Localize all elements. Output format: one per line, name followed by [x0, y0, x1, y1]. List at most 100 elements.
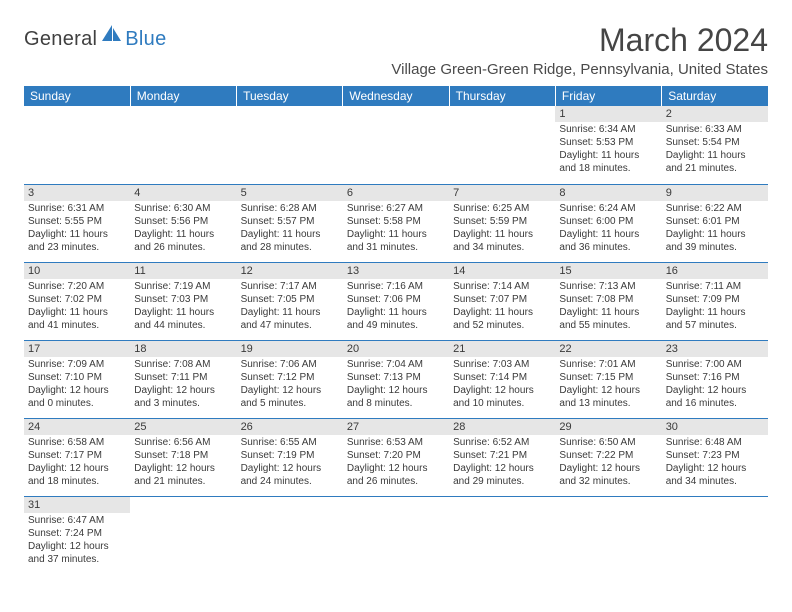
day-details: Sunrise: 7:11 AMSunset: 7:09 PMDaylight:… [662, 279, 768, 334]
calendar-day-cell: 2Sunrise: 6:33 AMSunset: 5:54 PMDaylight… [662, 106, 768, 184]
day-details: Sunrise: 6:30 AMSunset: 5:56 PMDaylight:… [130, 201, 236, 256]
day-details: Sunrise: 6:48 AMSunset: 7:23 PMDaylight:… [662, 435, 768, 490]
day-number: 21 [449, 341, 555, 357]
calendar-day-cell: 4Sunrise: 6:30 AMSunset: 5:56 PMDaylight… [130, 184, 236, 262]
calendar-day-cell: 7Sunrise: 6:25 AMSunset: 5:59 PMDaylight… [449, 184, 555, 262]
day-details: Sunrise: 6:22 AMSunset: 6:01 PMDaylight:… [662, 201, 768, 256]
day-number: 20 [343, 341, 449, 357]
day-number: 7 [449, 185, 555, 201]
day-number: 5 [237, 185, 343, 201]
day-details: Sunrise: 7:20 AMSunset: 7:02 PMDaylight:… [24, 279, 130, 334]
calendar-day-cell: 31Sunrise: 6:47 AMSunset: 7:24 PMDayligh… [24, 496, 130, 574]
day-number: 1 [555, 106, 661, 122]
day-number: 18 [130, 341, 236, 357]
day-details: Sunrise: 6:58 AMSunset: 7:17 PMDaylight:… [24, 435, 130, 490]
calendar-day-cell: 3Sunrise: 6:31 AMSunset: 5:55 PMDaylight… [24, 184, 130, 262]
calendar-week-row: 24Sunrise: 6:58 AMSunset: 7:17 PMDayligh… [24, 418, 768, 496]
sail-icon [101, 24, 123, 47]
day-details: Sunrise: 7:16 AMSunset: 7:06 PMDaylight:… [343, 279, 449, 334]
day-number: 3 [24, 185, 130, 201]
calendar-day-cell: 27Sunrise: 6:53 AMSunset: 7:20 PMDayligh… [343, 418, 449, 496]
day-details: Sunrise: 7:00 AMSunset: 7:16 PMDaylight:… [662, 357, 768, 412]
day-details: Sunrise: 6:53 AMSunset: 7:20 PMDaylight:… [343, 435, 449, 490]
day-number: 8 [555, 185, 661, 201]
calendar-week-row: 3Sunrise: 6:31 AMSunset: 5:55 PMDaylight… [24, 184, 768, 262]
day-details: Sunrise: 6:52 AMSunset: 7:21 PMDaylight:… [449, 435, 555, 490]
calendar-day-cell [555, 496, 661, 574]
day-number: 31 [24, 497, 130, 513]
title-block: March 2024 Village Green-Green Ridge, Pe… [391, 22, 768, 84]
day-number: 22 [555, 341, 661, 357]
calendar-day-cell: 18Sunrise: 7:08 AMSunset: 7:11 PMDayligh… [130, 340, 236, 418]
day-details: Sunrise: 6:27 AMSunset: 5:58 PMDaylight:… [343, 201, 449, 256]
calendar-day-cell: 26Sunrise: 6:55 AMSunset: 7:19 PMDayligh… [237, 418, 343, 496]
day-number: 28 [449, 419, 555, 435]
calendar-day-cell: 19Sunrise: 7:06 AMSunset: 7:12 PMDayligh… [237, 340, 343, 418]
calendar-week-row: 10Sunrise: 7:20 AMSunset: 7:02 PMDayligh… [24, 262, 768, 340]
calendar-day-cell: 21Sunrise: 7:03 AMSunset: 7:14 PMDayligh… [449, 340, 555, 418]
day-number: 9 [662, 185, 768, 201]
day-details: Sunrise: 6:50 AMSunset: 7:22 PMDaylight:… [555, 435, 661, 490]
calendar-day-cell: 8Sunrise: 6:24 AMSunset: 6:00 PMDaylight… [555, 184, 661, 262]
day-details: Sunrise: 7:19 AMSunset: 7:03 PMDaylight:… [130, 279, 236, 334]
day-number: 19 [237, 341, 343, 357]
weekday-header: Friday [555, 86, 661, 106]
page-title: March 2024 [391, 22, 768, 59]
day-number: 4 [130, 185, 236, 201]
day-number: 6 [343, 185, 449, 201]
calendar-day-cell: 30Sunrise: 6:48 AMSunset: 7:23 PMDayligh… [662, 418, 768, 496]
calendar-day-cell: 28Sunrise: 6:52 AMSunset: 7:21 PMDayligh… [449, 418, 555, 496]
calendar-day-cell: 29Sunrise: 6:50 AMSunset: 7:22 PMDayligh… [555, 418, 661, 496]
weekday-header: Thursday [449, 86, 555, 106]
calendar-day-cell [237, 106, 343, 184]
calendar-day-cell: 17Sunrise: 7:09 AMSunset: 7:10 PMDayligh… [24, 340, 130, 418]
day-number: 2 [662, 106, 768, 122]
logo-word-general: General [24, 28, 97, 51]
day-details: Sunrise: 6:25 AMSunset: 5:59 PMDaylight:… [449, 201, 555, 256]
calendar-day-cell: 1Sunrise: 6:34 AMSunset: 5:53 PMDaylight… [555, 106, 661, 184]
calendar-day-cell: 25Sunrise: 6:56 AMSunset: 7:18 PMDayligh… [130, 418, 236, 496]
day-details: Sunrise: 6:47 AMSunset: 7:24 PMDaylight:… [24, 513, 130, 568]
calendar-day-cell [237, 496, 343, 574]
day-details: Sunrise: 7:13 AMSunset: 7:08 PMDaylight:… [555, 279, 661, 334]
day-number: 27 [343, 419, 449, 435]
weekday-header-row: SundayMondayTuesdayWednesdayThursdayFrid… [24, 86, 768, 106]
day-number: 13 [343, 263, 449, 279]
day-details: Sunrise: 7:01 AMSunset: 7:15 PMDaylight:… [555, 357, 661, 412]
calendar-day-cell [449, 496, 555, 574]
logo-word-blue: Blue [125, 28, 166, 51]
logo: General Blue [24, 28, 167, 51]
calendar-day-cell: 24Sunrise: 6:58 AMSunset: 7:17 PMDayligh… [24, 418, 130, 496]
day-details: Sunrise: 6:34 AMSunset: 5:53 PMDaylight:… [555, 122, 661, 177]
calendar-body: 1Sunrise: 6:34 AMSunset: 5:53 PMDaylight… [24, 106, 768, 574]
day-details: Sunrise: 6:28 AMSunset: 5:57 PMDaylight:… [237, 201, 343, 256]
day-number: 26 [237, 419, 343, 435]
day-number: 24 [24, 419, 130, 435]
calendar-day-cell [449, 106, 555, 184]
calendar-day-cell: 23Sunrise: 7:00 AMSunset: 7:16 PMDayligh… [662, 340, 768, 418]
calendar-day-cell: 9Sunrise: 6:22 AMSunset: 6:01 PMDaylight… [662, 184, 768, 262]
day-details: Sunrise: 7:17 AMSunset: 7:05 PMDaylight:… [237, 279, 343, 334]
day-details: Sunrise: 6:24 AMSunset: 6:00 PMDaylight:… [555, 201, 661, 256]
day-details: Sunrise: 7:14 AMSunset: 7:07 PMDaylight:… [449, 279, 555, 334]
weekday-header: Monday [130, 86, 236, 106]
calendar-day-cell: 11Sunrise: 7:19 AMSunset: 7:03 PMDayligh… [130, 262, 236, 340]
day-details: Sunrise: 7:09 AMSunset: 7:10 PMDaylight:… [24, 357, 130, 412]
calendar-day-cell: 20Sunrise: 7:04 AMSunset: 7:13 PMDayligh… [343, 340, 449, 418]
calendar-day-cell: 14Sunrise: 7:14 AMSunset: 7:07 PMDayligh… [449, 262, 555, 340]
day-details: Sunrise: 7:06 AMSunset: 7:12 PMDaylight:… [237, 357, 343, 412]
calendar-day-cell: 13Sunrise: 7:16 AMSunset: 7:06 PMDayligh… [343, 262, 449, 340]
calendar-week-row: 31Sunrise: 6:47 AMSunset: 7:24 PMDayligh… [24, 496, 768, 574]
day-number: 17 [24, 341, 130, 357]
weekday-header: Sunday [24, 86, 130, 106]
location-subtitle: Village Green-Green Ridge, Pennsylvania,… [391, 61, 768, 78]
calendar-week-row: 17Sunrise: 7:09 AMSunset: 7:10 PMDayligh… [24, 340, 768, 418]
weekday-header: Wednesday [343, 86, 449, 106]
day-number: 15 [555, 263, 661, 279]
calendar-day-cell [130, 496, 236, 574]
calendar-day-cell: 16Sunrise: 7:11 AMSunset: 7:09 PMDayligh… [662, 262, 768, 340]
calendar-day-cell: 15Sunrise: 7:13 AMSunset: 7:08 PMDayligh… [555, 262, 661, 340]
calendar-day-cell [130, 106, 236, 184]
day-number: 25 [130, 419, 236, 435]
day-number: 12 [237, 263, 343, 279]
